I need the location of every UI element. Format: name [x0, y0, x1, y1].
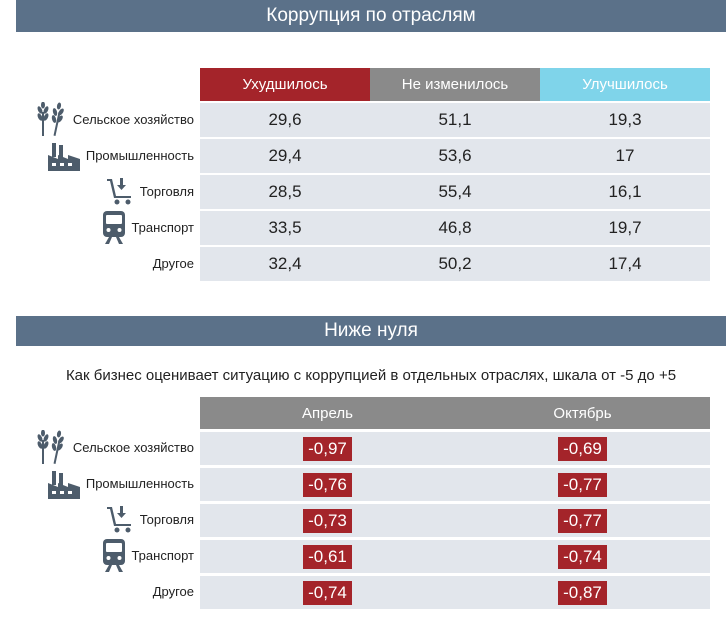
row-label: Промышленность — [16, 465, 194, 501]
table-cell: 51,1 — [438, 110, 472, 129]
value-badge: -0,73 — [303, 508, 352, 533]
table-row: -0,76 -0,77 — [200, 468, 710, 501]
table-row: 29,4 53,6 17 — [200, 139, 710, 173]
column-header-worse: Ухудшилось — [200, 68, 370, 101]
table-cell: -0,87 — [455, 576, 710, 609]
row-label: Торговля — [16, 173, 194, 209]
row-label-text: Сельское хозяйство — [72, 111, 194, 127]
table-cell: 50,2 — [438, 254, 472, 273]
table-cell: 17,4 — [608, 254, 642, 273]
factory-icon — [46, 467, 82, 499]
train-icon — [101, 538, 127, 572]
table-row: 32,4 50,2 17,4 — [200, 247, 710, 281]
row-label: Промышленность — [16, 137, 194, 173]
table-body: 29,6 51,1 19,3 29,4 53,6 17 28,5 55,4 16,1 33,5 46… — [200, 103, 710, 281]
table-cell: 46,8 — [438, 218, 472, 237]
value-badge: -0,74 — [558, 544, 607, 569]
table-cell: 29,4 — [268, 146, 302, 165]
row-label: Сельское хозяйство — [16, 429, 194, 465]
column-header-october: Октябрь — [553, 404, 612, 422]
wheat-icon — [33, 430, 69, 464]
value-badge: -0,61 — [303, 544, 352, 569]
table-row: -0,97 -0,69 — [200, 432, 710, 465]
row-label-text: Сельское хозяйство — [72, 439, 194, 455]
column-header-unchanged: Не изменилось — [370, 68, 540, 101]
table-score: Апрель Октябрь -0,97 -0,69 -0,76 -0,77 -0,73… — [200, 397, 710, 609]
row-label-text: Транспорт — [131, 219, 194, 235]
table-row: 28,5 55,4 16,1 — [200, 175, 710, 209]
table-cell: 28,5 — [268, 182, 302, 201]
row-label: Транспорт — [16, 537, 194, 573]
table-cell: -0,97 — [200, 432, 455, 465]
table-cell: 33,5 — [268, 218, 302, 237]
table-cell: 19,3 — [608, 110, 642, 129]
table-row: -0,73 -0,77 — [200, 504, 710, 537]
table-cell: -0,77 — [455, 504, 710, 537]
value-badge: -0,97 — [303, 436, 352, 461]
row-label-text: Другое — [152, 583, 194, 599]
table-cell: 16,1 — [608, 182, 642, 201]
table-cell: 29,6 — [268, 110, 302, 129]
row-label: Другое — [16, 573, 194, 609]
table-row: -0,74 -0,87 — [200, 576, 710, 609]
table-cell: 17 — [615, 146, 635, 165]
table-cell: 55,4 — [438, 182, 472, 201]
row-label: Сельское хозяйство — [16, 101, 194, 137]
shopping-cart-icon — [106, 504, 136, 534]
table-cell: -0,74 — [455, 540, 710, 573]
value-badge: -0,87 — [558, 580, 607, 605]
column-header-better: Улучшилось — [540, 68, 710, 101]
row-label-text: Промышленность — [85, 147, 194, 163]
table-cell: 53,6 — [438, 146, 472, 165]
table-row: 33,5 46,8 19,7 — [200, 211, 710, 245]
train-icon — [101, 210, 127, 244]
row-label-text: Транспорт — [131, 547, 194, 563]
chart-subtitle: Как бизнес оценивает ситуацию с коррупци… — [65, 367, 677, 384]
shopping-cart-icon — [106, 176, 136, 206]
table-cell: -0,69 — [455, 432, 710, 465]
row-label: Торговля — [16, 501, 194, 537]
table-header: Ухудшилось Не изменилось Улучшилось — [200, 68, 710, 101]
value-badge: -0,77 — [558, 508, 607, 533]
value-badge: -0,69 — [558, 436, 607, 461]
column-header-april: Апрель — [302, 404, 353, 422]
table-corruption-change: Ухудшилось Не изменилось Улучшилось 29,6… — [200, 68, 710, 281]
table-row: 29,6 51,1 19,3 — [200, 103, 710, 137]
value-badge: -0,77 — [558, 472, 607, 497]
table-cell: -0,74 — [200, 576, 455, 609]
row-label-text: Торговля — [139, 183, 194, 199]
table-cell: 19,7 — [608, 218, 642, 237]
row-labels-table2: Сельское хозяйство Промышленность Торговля… — [16, 429, 194, 609]
row-label: Другое — [16, 245, 194, 281]
table-cell: -0,73 — [200, 504, 455, 537]
value-badge: -0,76 — [303, 472, 352, 497]
section-title-corruption: Коррупция по отраслям — [16, 0, 726, 32]
value-badge: -0,74 — [303, 580, 352, 605]
table-cell: -0,76 — [200, 468, 455, 501]
row-label: Транспорт — [16, 209, 194, 245]
section-title-below-zero: Ниже нуля — [16, 316, 726, 346]
row-label-text: Промышленность — [85, 475, 194, 491]
table-row: -0,61 -0,74 — [200, 540, 710, 573]
row-label-text: Другое — [152, 255, 194, 271]
row-labels-table1: Сельское хозяйство Промышленность Торговля… — [16, 101, 194, 281]
table-header: Апрель Октябрь — [200, 397, 710, 429]
wheat-icon — [33, 102, 69, 136]
table-body: -0,97 -0,69 -0,76 -0,77 -0,73 -0,77 -0,61 -0,74… — [200, 432, 710, 609]
table-cell: -0,61 — [200, 540, 455, 573]
row-label-text: Торговля — [139, 511, 194, 527]
table-cell: 32,4 — [268, 254, 302, 273]
factory-icon — [46, 139, 82, 171]
table-cell: -0,77 — [455, 468, 710, 501]
